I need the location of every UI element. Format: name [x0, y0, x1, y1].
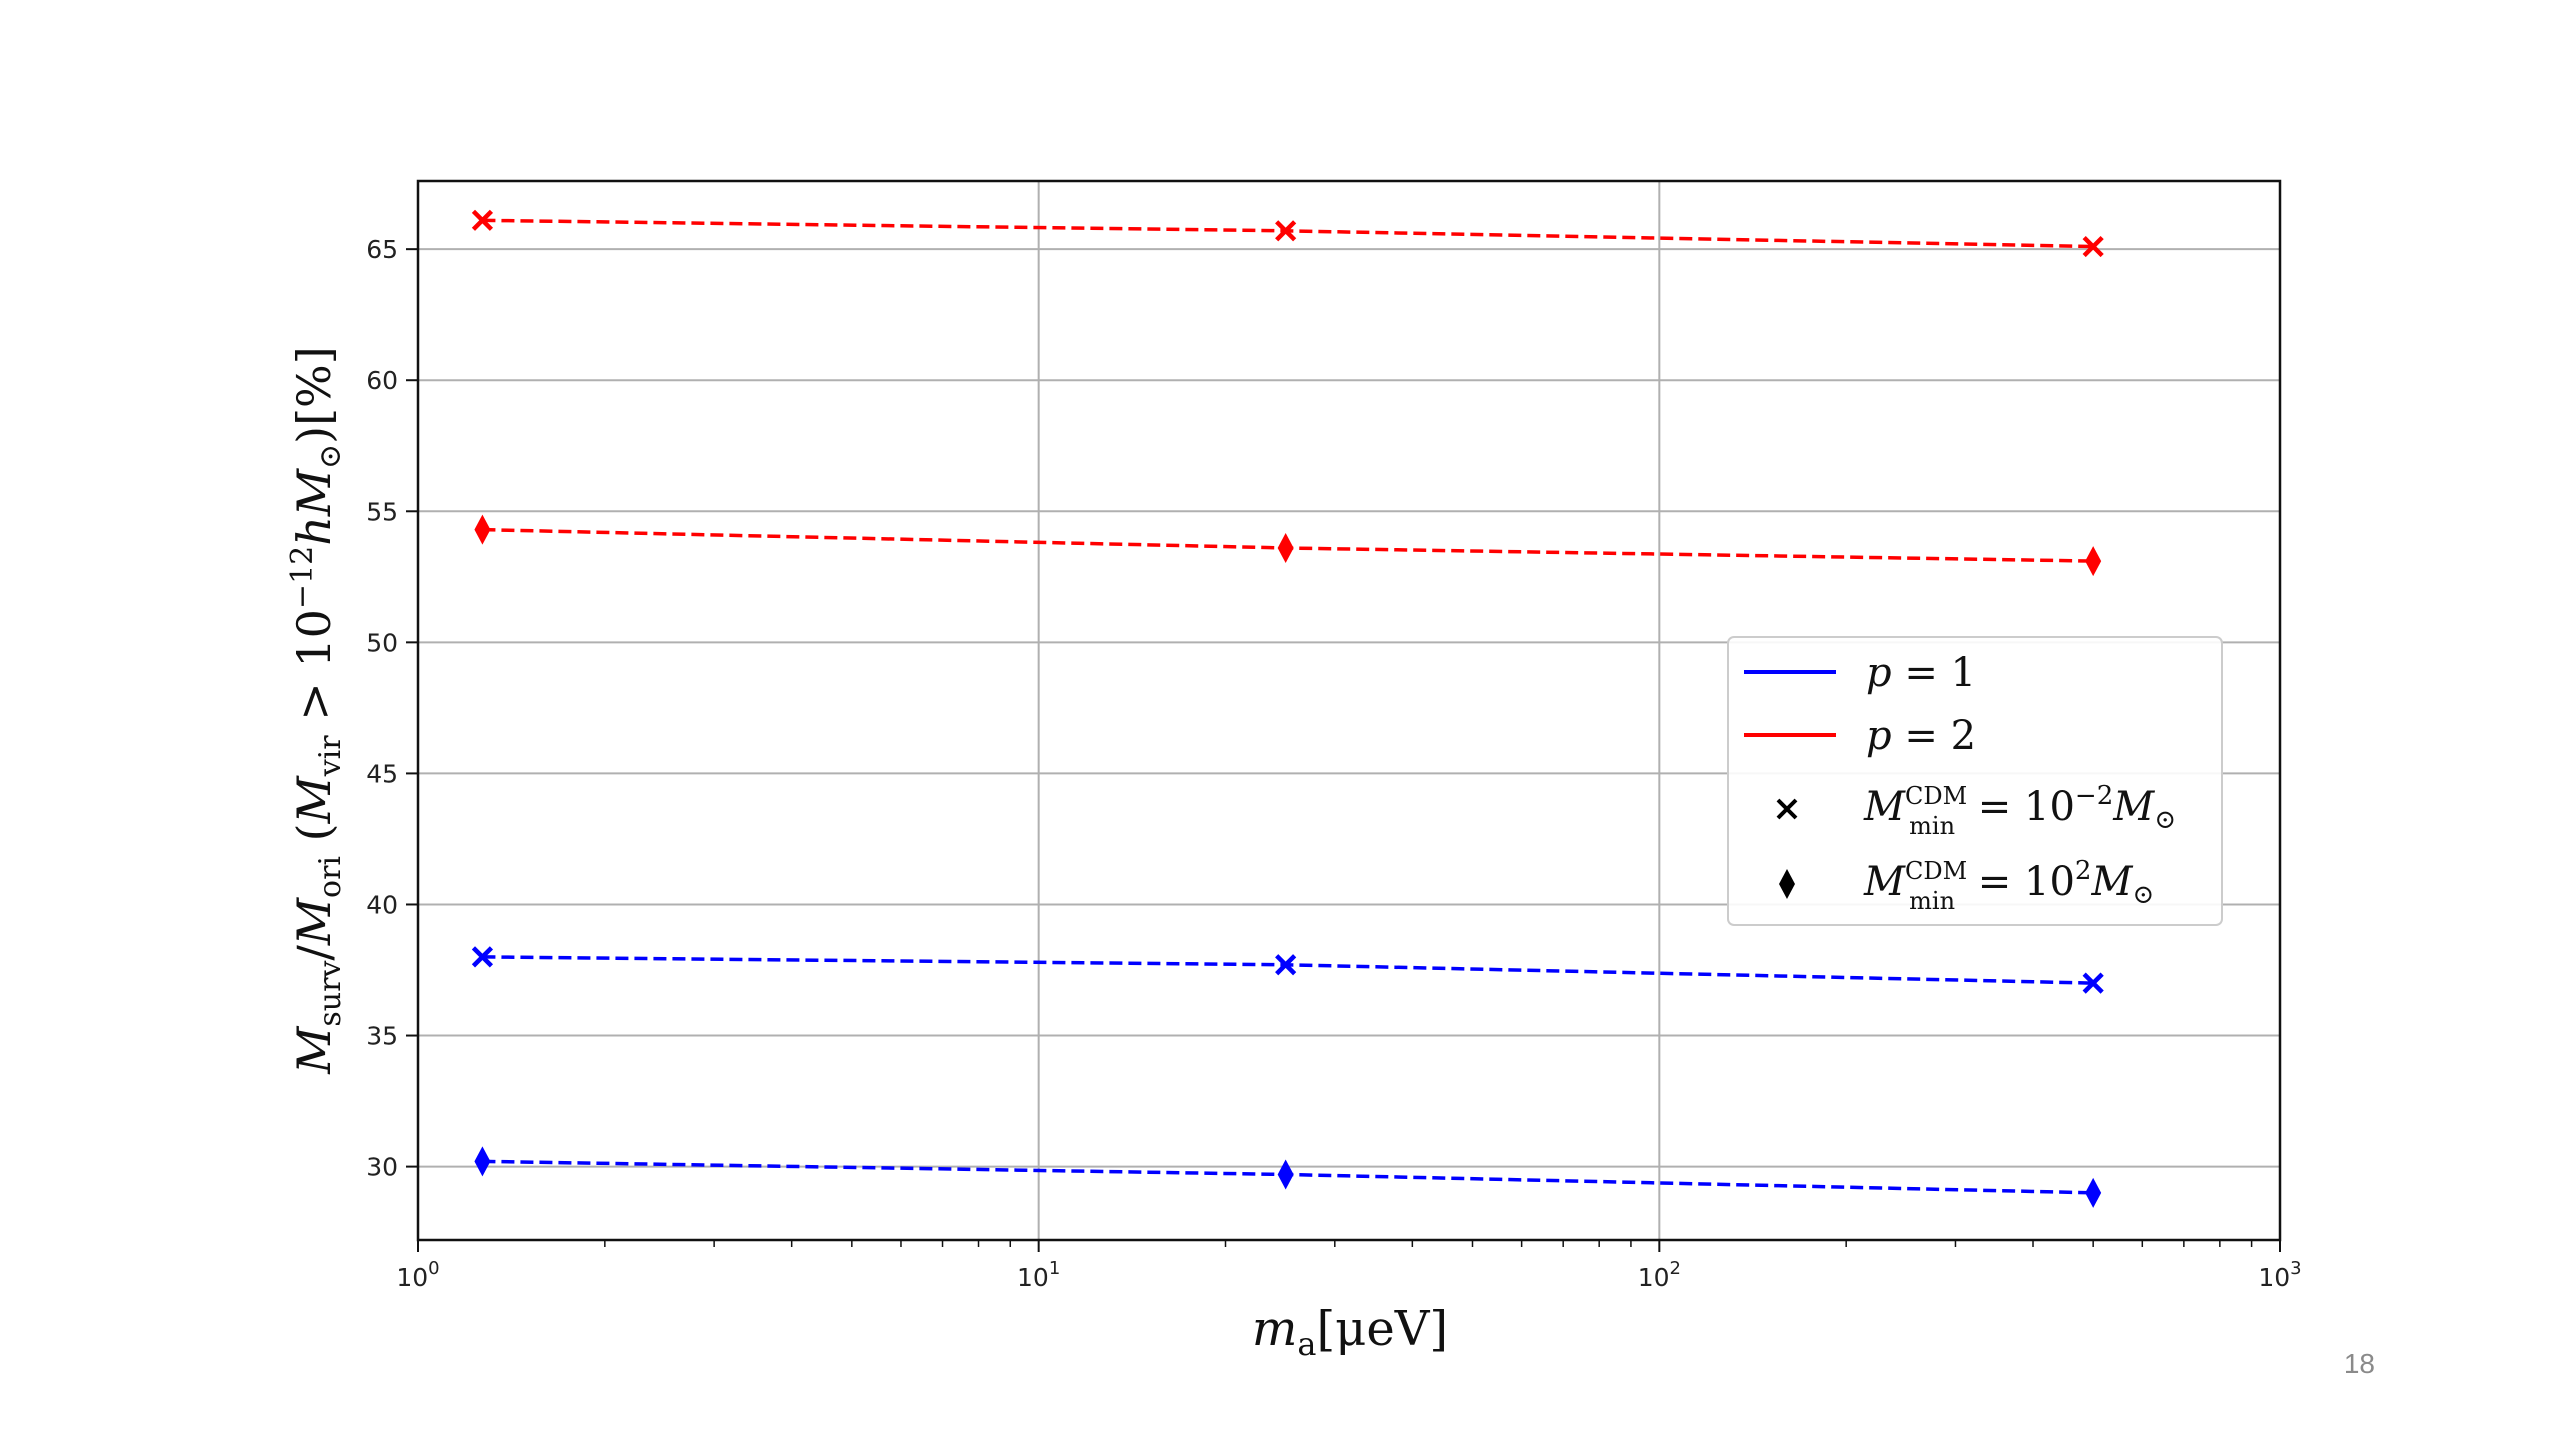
x-tick-base: 10 [1017, 1263, 1049, 1292]
svg-text:p = 2: p = 2 [1866, 713, 1976, 759]
y-tick-label: 35 [366, 1022, 398, 1051]
x-tick-base: 10 [396, 1263, 428, 1292]
page-number: 18 [2343, 1348, 2375, 1379]
series-layer [471, 209, 2104, 1208]
y-axis: 30 35 40 45 50 55 60 65 [366, 235, 418, 1182]
legend-diamond-marker [1779, 869, 1795, 899]
x-axis: 100 101 102 103 [396, 1240, 2302, 1292]
x-tick-exp: 3 [2290, 1258, 2301, 1279]
legend-entry-p1: p = 1 [1744, 650, 1976, 696]
legend-entry-mmin-high: MCDM min = 102M⊙ [1779, 856, 2154, 915]
data-point-x [1275, 954, 1297, 976]
y-tick-label: 50 [366, 628, 398, 657]
legend-entry-mmin-low: MCDM min = 10−2M⊙ [1776, 781, 2176, 840]
x-tick-exp: 1 [1049, 1258, 1060, 1279]
y-tick-label: 40 [366, 890, 398, 919]
y-tick-label: 60 [366, 366, 398, 395]
grid [418, 181, 2280, 1240]
legend-frame [1727, 636, 2223, 926]
x-tick-label: 101 [1017, 1258, 1060, 1292]
series-2 [471, 946, 2104, 994]
x-tick-label: 102 [1638, 1258, 1681, 1292]
data-point-x [1275, 220, 1297, 242]
series-0 [471, 209, 2104, 258]
legend-x-marker [1776, 798, 1798, 820]
data-point-diamond [1277, 532, 1294, 563]
data-point-x [2082, 235, 2104, 258]
x-tick-exp: 2 [1670, 1258, 1681, 1279]
data-point-diamond [2085, 546, 2102, 577]
y-tick-label: 30 [366, 1153, 398, 1182]
y-tick-label: 45 [366, 759, 398, 788]
series-3 [474, 1146, 2102, 1208]
svg-text:p = 1: p = 1 [1866, 650, 1976, 696]
x-tick-label: 103 [2258, 1258, 2301, 1292]
data-point-x [471, 209, 494, 231]
series-1 [474, 514, 2102, 577]
data-point-diamond [1277, 1159, 1294, 1190]
legend: p = 1 p = 2 MCDM min = 10−2M⊙ MCDM min = 1… [1727, 636, 2223, 926]
x-tick-exp: 0 [428, 1258, 439, 1279]
x-tick-label: 100 [396, 1258, 439, 1292]
y-tick-label: 65 [366, 235, 398, 264]
y-tick-label: 55 [366, 497, 398, 526]
data-point-diamond [474, 1146, 491, 1177]
x-tick-base: 10 [1638, 1263, 1670, 1292]
x-axis-label: ma[μeV] [1252, 1301, 1448, 1363]
data-point-diamond [2085, 1177, 2102, 1208]
data-point-x [471, 946, 494, 968]
y-axis-label: Msurv/Mori (Mvir > 10−12hM⊙)[%] [285, 346, 348, 1074]
data-point-x [2082, 972, 2104, 994]
x-tick-base: 10 [2258, 1263, 2290, 1292]
plot-frame [416, 179, 2282, 1242]
legend-entry-p2: p = 2 [1744, 713, 1976, 759]
data-point-diamond [474, 514, 491, 545]
